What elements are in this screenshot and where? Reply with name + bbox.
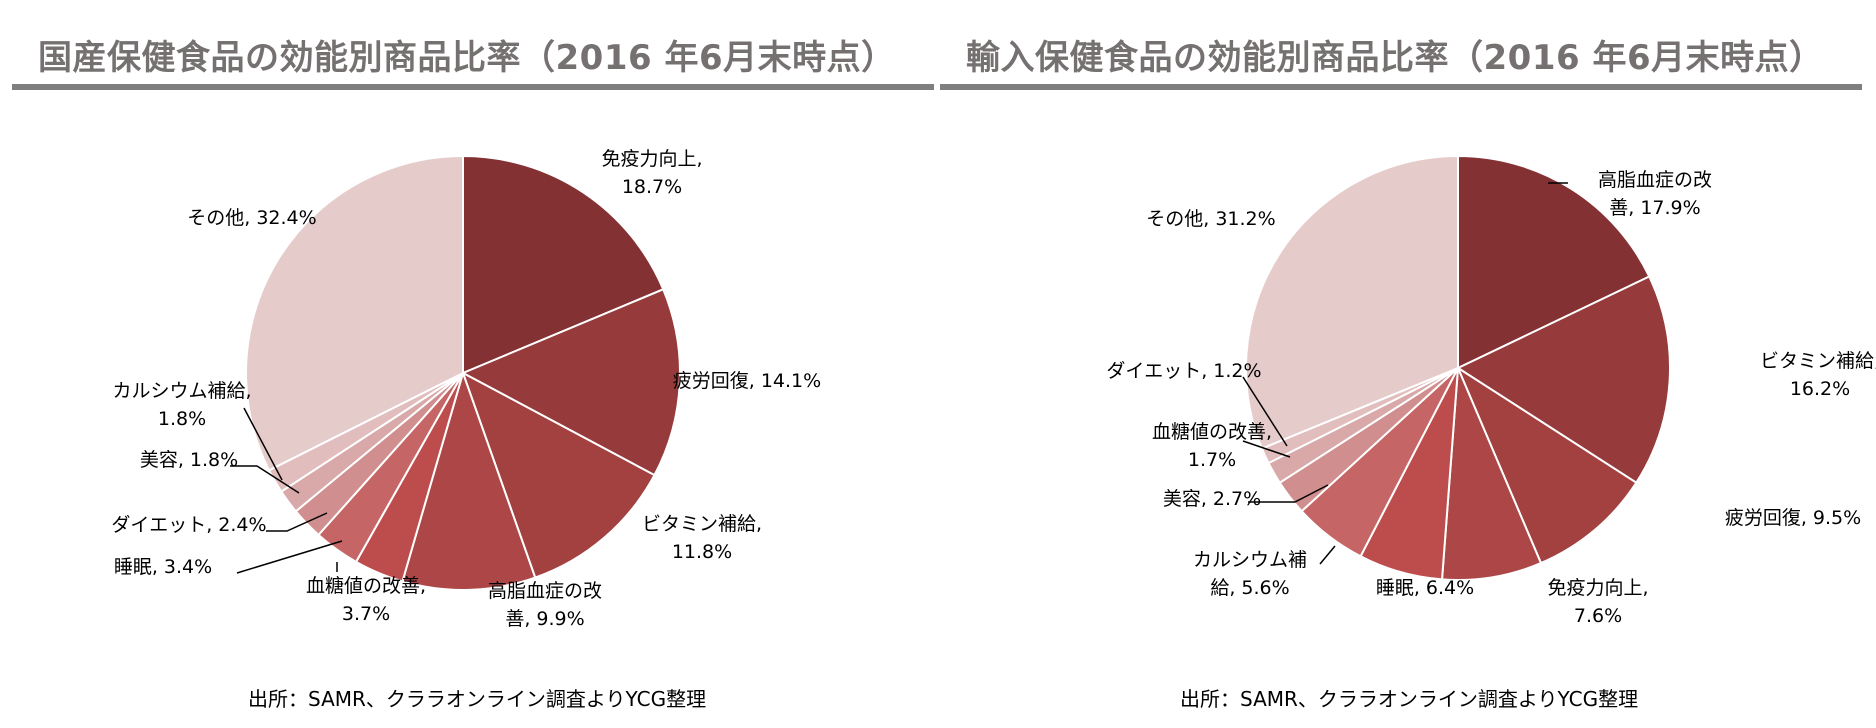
slice-label: 免疫力向上, 18.7% [601, 148, 702, 198]
leader-line [1319, 545, 1336, 565]
slice-label: ダイエット, 1.2% [1106, 360, 1261, 382]
chart-panel-domestic: 国産保健食品の効能別商品比率（2016 年6月末時点） 免疫力向上, 18.7% 疲… [12, 0, 940, 728]
slice-label: カルシウム補給, 5.6% [1193, 549, 1307, 599]
slice-label: ビタミン補給, 16.2% [1760, 350, 1876, 400]
slice-label: 高脂血症の改善, 9.9% [488, 580, 602, 630]
slice-label: その他, 31.2% [1146, 208, 1275, 230]
slice-label: 血糖値の改善, 1.7% [1152, 421, 1272, 471]
chart-title: 輸入保健食品の効能別商品比率（2016 年6月末時点） [966, 38, 1824, 78]
leader-line [1248, 484, 1329, 503]
pie-slice [1457, 154, 1651, 370]
leader-line [1242, 376, 1288, 447]
chart-title: 国産保健食品の効能別商品比率（2016 年6月末時点） [38, 38, 896, 78]
leader-line [1242, 440, 1291, 458]
slice-label: 美容, 2.7% [1163, 488, 1261, 510]
slice-label: 免疫力向上, 7.6% [1547, 577, 1648, 627]
slice-label: 美容, 1.8% [140, 449, 238, 471]
slice-label: ビタミン補給, 11.8% [642, 513, 762, 563]
pie-slice [1440, 367, 1543, 581]
slice-label: 疲労回復, 14.1% [673, 370, 821, 392]
pie-chart-imported: 高脂血症の改善, 17.9% ビタミン補給, 16.2% 疲労回復, 9.5% 免疫力向… [1106, 154, 1876, 627]
slice-label: カルシウム補給, 1.8% [112, 380, 251, 430]
title-underline [940, 84, 1862, 90]
source-note: 出所：SAMR、クララオンライン調査よりYCG整理 [1180, 687, 1639, 711]
pie-slice [1455, 365, 1638, 565]
slice-label: ダイエット, 2.4% [111, 514, 266, 536]
pie-slice [1455, 275, 1671, 485]
pie-slice [461, 370, 656, 579]
leader-line [230, 465, 300, 494]
pie-slice [245, 154, 464, 472]
slice-label: その他, 32.4% [187, 207, 316, 229]
pie-slice [460, 288, 681, 477]
slice-label: 睡眠, 3.4% [114, 556, 212, 578]
title-underline [12, 84, 934, 90]
slice-label: 睡眠, 6.4% [1376, 577, 1474, 599]
leader-line [236, 540, 343, 574]
pie-slice [401, 369, 537, 591]
slice-label: 血糖値の改善, 3.7% [306, 575, 426, 625]
leader-line [266, 512, 328, 532]
slice-label: 高脂血症の改善, 17.9% [1598, 169, 1712, 219]
pie-chart-domestic: 免疫力向上, 18.7% 疲労回復, 14.1% ビタミン補給, 11.8% 高脂血症の改… [111, 148, 821, 630]
source-note: 出所：SAMR、クララオンライン調査よりYCG整理 [248, 687, 707, 711]
leader-line [243, 407, 283, 481]
chart-panel-imported: 輸入保健食品の効能別商品比率（2016 年6月末時点） 高脂血症の改善, 17.… [940, 0, 1876, 728]
pie-slice [1244, 154, 1459, 450]
slice-label: 疲労回復, 9.5% [1725, 507, 1861, 529]
pie-slice [462, 154, 665, 375]
